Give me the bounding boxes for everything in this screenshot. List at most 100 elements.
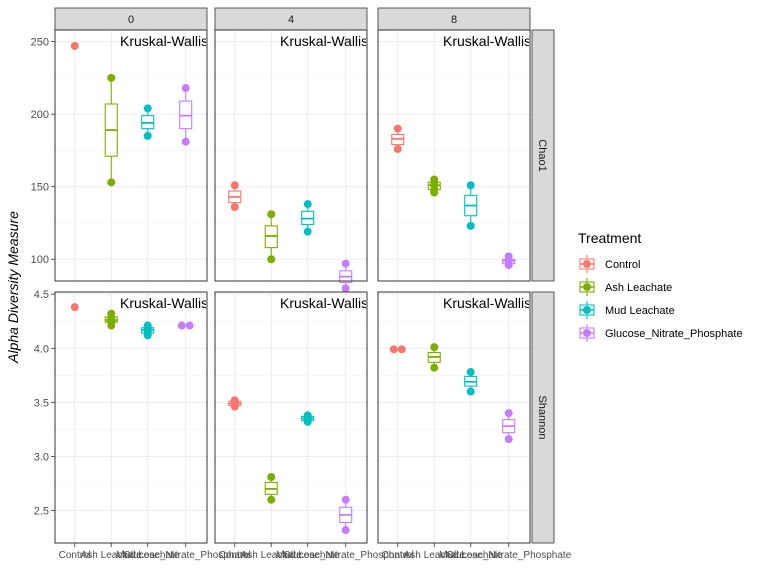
data-point xyxy=(341,495,350,504)
legend-key-point xyxy=(583,329,591,337)
data-point xyxy=(504,435,513,444)
test-annotation: Kruskal-Wallis xyxy=(443,33,531,49)
x-tick-label: Control xyxy=(382,550,414,561)
data-point xyxy=(341,259,350,268)
data-point xyxy=(107,321,116,330)
legend-title: Treatment xyxy=(578,230,641,246)
data-point xyxy=(466,181,475,190)
data-point xyxy=(177,321,186,330)
test-annotation: Kruskal-Wallis xyxy=(280,295,368,311)
legend: Treatment Control Ash Leachate Mud Leachat… xyxy=(578,230,743,342)
panel-chao1-0: Kruskal-Wallis xyxy=(54,29,208,282)
boxplot-group xyxy=(70,41,79,50)
y-tick-label: 100 xyxy=(31,254,49,266)
panel-border xyxy=(377,291,531,544)
data-point xyxy=(466,387,475,396)
y-axis-label: Alpha Diversity Measure xyxy=(5,211,21,364)
data-point xyxy=(267,495,276,504)
panel-border xyxy=(214,291,368,544)
legend-key-point xyxy=(583,260,591,268)
panels-layer: 0 4 8 Chao1 Shannon 100 150 200 250 2.5 3.0 3.5 4.0 4… xyxy=(31,7,572,561)
legend-label: Glucose_Nitrate_Phosphate xyxy=(605,328,743,340)
data-point xyxy=(70,303,79,312)
y-tick-label: 250 xyxy=(31,37,49,49)
data-point xyxy=(267,255,276,264)
x-tick-label: Ash Leachate xyxy=(404,550,466,561)
data-point xyxy=(303,417,312,426)
panel-background xyxy=(378,292,530,543)
test-annotation: Kruskal-Wallis xyxy=(443,295,531,311)
panel-shannon-8: Kruskal-Wallis xyxy=(377,291,531,544)
data-point xyxy=(107,73,116,82)
facet-strip-label: 0 xyxy=(128,14,134,26)
x-tick-label: Mud Leachate xyxy=(276,550,340,561)
boxplot-group xyxy=(339,495,353,535)
y-tick-label: 4.0 xyxy=(34,343,49,355)
x-tick-label: Control xyxy=(219,550,251,561)
x-tick-label: Glucose_Nitrate_Phosphate xyxy=(123,550,249,561)
legend-item: Ash Leachate xyxy=(578,278,672,296)
data-point xyxy=(466,368,475,377)
boxplot-group xyxy=(502,409,516,444)
panel-shannon-4: Kruskal-Wallis xyxy=(214,291,368,544)
legend-item: Mud Leachate xyxy=(578,301,675,319)
data-point xyxy=(397,345,406,354)
panel-background xyxy=(215,30,367,281)
boxplot-group xyxy=(141,104,155,140)
data-point xyxy=(230,203,239,212)
data-point xyxy=(393,144,402,153)
facet-strip-label: Chao1 xyxy=(536,139,548,171)
x-tick-label: Ash Leachate xyxy=(241,550,303,561)
boxplot-group xyxy=(177,321,194,330)
data-point xyxy=(143,131,152,140)
data-point xyxy=(230,402,239,411)
data-point xyxy=(267,473,276,482)
panel-border xyxy=(54,29,208,282)
y-tick-label: 4.5 xyxy=(34,289,49,301)
boxplot-group xyxy=(228,181,242,212)
y-tick-label: 2.5 xyxy=(34,506,49,518)
data-point xyxy=(143,331,152,340)
test-annotation: Kruskal-Wallis xyxy=(120,33,208,49)
boxplot-group xyxy=(70,303,79,312)
data-point xyxy=(230,181,239,190)
boxplot-group xyxy=(427,175,441,197)
data-point xyxy=(303,200,312,209)
boxplot-group xyxy=(179,84,193,146)
boxplot-group xyxy=(141,321,155,340)
boxplot-group xyxy=(301,200,315,236)
panel-background xyxy=(55,292,207,543)
data-point xyxy=(267,210,276,219)
boxplot-group xyxy=(502,252,516,270)
facet-strip-chao1 xyxy=(531,29,555,282)
boxplot-group xyxy=(264,473,278,504)
panel-background xyxy=(55,30,207,281)
boxplot-group xyxy=(464,368,478,396)
data-point xyxy=(181,84,190,93)
data-point xyxy=(303,227,312,236)
data-point xyxy=(143,104,152,113)
data-point xyxy=(341,526,350,535)
x-tick-label: Ash Leachate xyxy=(81,550,143,561)
data-point xyxy=(466,221,475,230)
x-tick-label: Mud Leachate xyxy=(439,550,503,561)
panel-border xyxy=(377,29,531,282)
legend-item: Control xyxy=(578,255,640,273)
legend-item: Glucose_Nitrate_Phosphate xyxy=(578,324,743,342)
boxplot-group xyxy=(427,343,441,372)
test-annotation: Kruskal-Wallis xyxy=(280,33,368,49)
legend-label: Control xyxy=(605,259,640,271)
x-tick-label: Control xyxy=(59,550,91,561)
x-tick-label: Glucose_Nitrate_Phosphate xyxy=(283,550,409,561)
data-point xyxy=(107,178,116,187)
data-point xyxy=(430,363,439,372)
data-point xyxy=(181,137,190,146)
y-tick-label: 200 xyxy=(31,109,49,121)
panel-border xyxy=(214,29,368,282)
data-point xyxy=(341,284,350,293)
boxplot-group xyxy=(104,73,118,187)
data-point xyxy=(430,343,439,352)
y-tick-label: 150 xyxy=(31,182,49,194)
data-point xyxy=(185,321,194,330)
boxplot-group xyxy=(464,181,478,230)
